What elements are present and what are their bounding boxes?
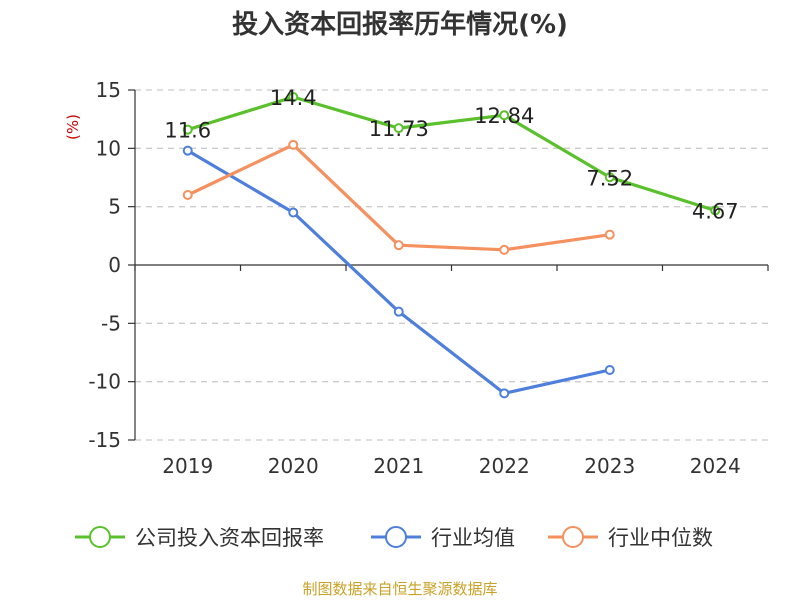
data-point: [393, 123, 404, 134]
data-point: [182, 145, 193, 156]
series-line: [186, 95, 717, 213]
axes: 15 10 5 0 -5 -10 -15 2019 2020 2021 2022 2023 2024: [88, 78, 769, 478]
legend-label: 行业均值: [431, 526, 515, 550]
x-tick-label: 2022: [479, 454, 530, 478]
legend-label: 行业中位数: [608, 526, 713, 550]
x-tick-label: 2020: [268, 454, 319, 478]
legend-marker: [385, 526, 407, 548]
y-tick-label: -15: [88, 428, 121, 452]
y-tick-label: 10: [96, 136, 121, 160]
legend-label: 公司投入资本回报率: [135, 526, 324, 550]
series-line: [186, 143, 612, 252]
y-tick-label: 5: [108, 195, 121, 219]
data-label: 4.67: [692, 200, 739, 224]
x-tick-label: 2023: [584, 454, 635, 478]
data-label: 11.73: [369, 117, 429, 141]
data-point: [499, 244, 510, 255]
source-note: 制图数据来自恒生聚源数据库: [302, 580, 497, 598]
y-tick-label: 0: [108, 253, 121, 277]
data-label: 12.84: [474, 104, 534, 128]
y-axis-label: (%): [64, 114, 82, 140]
x-tick-label: 2019: [162, 454, 213, 478]
data-point: [499, 110, 510, 121]
data-point: [710, 205, 721, 216]
legend: 公司投入资本回报率 行业均值 行业中位数: [75, 526, 713, 550]
data-point: [393, 240, 404, 251]
y-tick-label: 15: [96, 78, 121, 102]
legend-marker: [89, 526, 111, 548]
data-point: [604, 172, 615, 183]
data-point: [288, 207, 299, 218]
data-point: [182, 190, 193, 200]
data-point: [288, 139, 299, 150]
series-lines: [182, 92, 721, 399]
chart-title: 投入资本回报率历年情况(%): [232, 9, 568, 40]
x-tick-label: 2024: [690, 454, 741, 478]
data-label: 11.6: [164, 119, 211, 143]
data-point: [393, 306, 404, 317]
data-point: [182, 124, 193, 135]
legend-marker: [562, 526, 584, 548]
data-point: [288, 92, 299, 102]
x-tick-label: 2021: [373, 454, 424, 478]
y-tick-label: -10: [88, 370, 121, 394]
data-point: [499, 388, 510, 399]
data-label: 7.52: [586, 166, 633, 190]
series-line: [186, 149, 612, 395]
data-point: [604, 365, 615, 375]
data-label: 14.4: [270, 86, 317, 110]
y-tick-label: -5: [101, 311, 121, 335]
data-labels: 11.6 14.4 11.73 12.84 7.52 4.67: [164, 86, 738, 224]
data-point: [604, 229, 615, 240]
